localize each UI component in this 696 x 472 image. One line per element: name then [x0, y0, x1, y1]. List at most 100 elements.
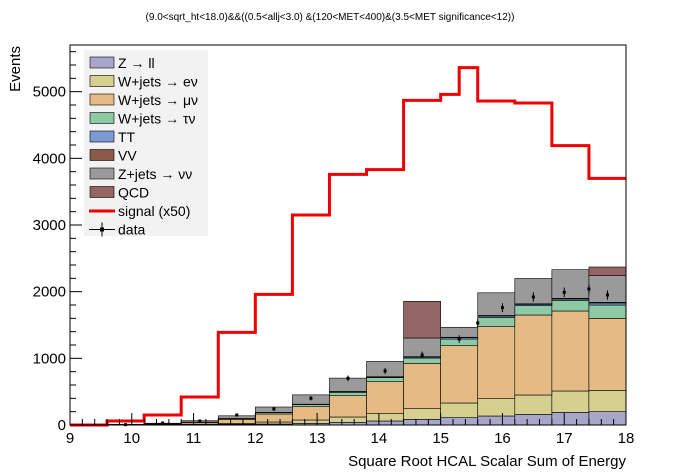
x-tick-label-17: 17: [556, 430, 573, 447]
bar-w-jets--10: [440, 345, 479, 404]
bar-w-jets--11: [477, 326, 516, 399]
data-point-11: [476, 318, 480, 328]
legend-swatch-data-marker: [100, 227, 104, 232]
bar-w-jets--13: [551, 310, 590, 392]
data-point-9: [420, 351, 424, 359]
stacked-backgrounds: [106, 266, 627, 426]
legend-swatch-w-jets-e-: [89, 75, 115, 87]
y-tick-label-2000: 2000: [33, 284, 66, 301]
bar-w-jets--12: [514, 314, 553, 396]
data-marker-9: [420, 353, 424, 357]
legend-label-data: data: [118, 222, 145, 238]
legend-label-z-ll: Z → ll: [118, 55, 155, 71]
data-marker-8: [383, 369, 387, 373]
legend-label-w-jets-e-: W+jets → eν: [118, 74, 198, 90]
bar-w-jets--9: [403, 363, 441, 409]
bar-qcd-9: [403, 301, 441, 339]
bar-z-ll-11: [477, 415, 516, 426]
legend-label-qcd: QCD: [118, 185, 149, 201]
x-axis-label: Square Root HCAL Scalar Sum of Energy: [348, 453, 626, 470]
axes: 9 10 11 12 13 14 15 16 17 18 0 1000 2000 3000 4000 5000: [33, 44, 635, 447]
legend-swatch-w-jets-: [89, 93, 115, 106]
x-tick-label-14: 14: [371, 430, 388, 447]
bar-w-jets--13: [551, 300, 590, 312]
bar-w-jets--7: [329, 395, 367, 418]
legend-label-w-jets-: W+jets → τν: [118, 111, 196, 127]
data-marker-14: [562, 290, 566, 294]
x-tick-label-13: 13: [309, 430, 326, 447]
y-tick-label-1000: 1000: [33, 350, 66, 367]
data-point-6: [309, 396, 313, 401]
data-point-10: [457, 335, 461, 343]
data-point-3: [198, 419, 202, 423]
bar-qcd-14: [588, 266, 627, 276]
bar-w-jets--8: [366, 377, 404, 382]
legend-swatch-vv: [89, 149, 115, 161]
data-point-2: [161, 421, 165, 425]
bar-z-jets--13: [551, 269, 590, 299]
x-tick-label-11: 11: [186, 430, 202, 447]
y-tick-label-5000: 5000: [33, 84, 66, 101]
bar-w-jets-e--11: [477, 398, 516, 417]
bar-w-jets-e--8: [366, 413, 404, 422]
bar-w-jets--14: [588, 318, 627, 391]
bar-w-jets-e--12: [514, 394, 553, 415]
legend-swatch-z-ll: [89, 56, 115, 69]
bar-w-jets-e--10: [440, 402, 479, 418]
bar-w-jets--6: [292, 406, 330, 421]
bar-w-jets--12: [514, 305, 553, 316]
legend-swatch-w-jets-: [89, 112, 115, 124]
data-marker-7: [346, 376, 350, 380]
signal-line: [70, 66, 626, 427]
legend-label-w-jets-: W+jets → μν: [118, 92, 198, 108]
bar-w-jets-e--9: [403, 408, 441, 420]
legend-label-vv: VV: [118, 148, 137, 164]
data-point-14: [562, 287, 566, 298]
data-point-7: [346, 375, 350, 382]
bar-w-jets--11: [477, 317, 516, 327]
bar-w-jets-e--14: [588, 390, 627, 412]
legend-label-z-jets-: Z+jets → νν: [118, 166, 192, 182]
y-axis-label: Events: [7, 46, 24, 92]
chart-title: (9.0<sqrt_ht<18.0)&&((0.5<allj<3.0) &(12…: [146, 12, 515, 23]
data-marker-12: [500, 306, 504, 310]
y-tick-label-4000: 4000: [33, 150, 66, 167]
x-tick-label-18: 18: [618, 430, 635, 447]
bar-z-jets--11: [477, 292, 516, 316]
data-point-8: [383, 367, 387, 375]
legend: Z → ll W+jets → eν W+jets → μν W+jets → τν T…: [84, 50, 208, 238]
data-marker-2: [161, 421, 165, 425]
data-point-15: [587, 284, 591, 294]
x-tick-label-9: 9: [66, 430, 74, 447]
bar-z-jets--12: [514, 278, 553, 305]
bar-w-jets--7: [329, 392, 367, 396]
data-marker-13: [531, 295, 535, 299]
legend-swatch-qcd: [89, 186, 115, 198]
legend-swatch-z-jets-: [89, 167, 115, 180]
bar-z-ll-14: [588, 411, 627, 426]
legend-label-signal-x50-: signal (x50): [118, 203, 190, 219]
bar-z-ll-9: [403, 419, 441, 426]
data-marker-15: [587, 287, 591, 291]
x-tick-label-15: 15: [432, 430, 449, 447]
legend-label-tt: TT: [118, 129, 136, 145]
bar-w-jets--9: [403, 357, 441, 364]
bar-w-jets--14: [588, 304, 627, 319]
data-marker-5: [272, 407, 276, 411]
bar-z-ll-12: [514, 414, 553, 426]
bar-w-jets--8: [366, 381, 404, 414]
data-point-12: [500, 303, 504, 313]
x-tick-label-16: 16: [494, 430, 511, 447]
data-point-13: [531, 292, 535, 302]
bar-w-jets-e--13: [551, 390, 590, 413]
data-marker-3: [198, 419, 202, 423]
data-marker-10: [457, 337, 461, 341]
legend-swatch-tt: [89, 130, 115, 143]
data-point-5: [272, 407, 276, 411]
bar-z-ll-13: [551, 412, 590, 426]
x-tick-label-12: 12: [247, 430, 264, 447]
bar-w-jets-e--6: [292, 419, 330, 424]
signal-histogram: [70, 66, 626, 427]
data-marker-11: [476, 321, 480, 325]
